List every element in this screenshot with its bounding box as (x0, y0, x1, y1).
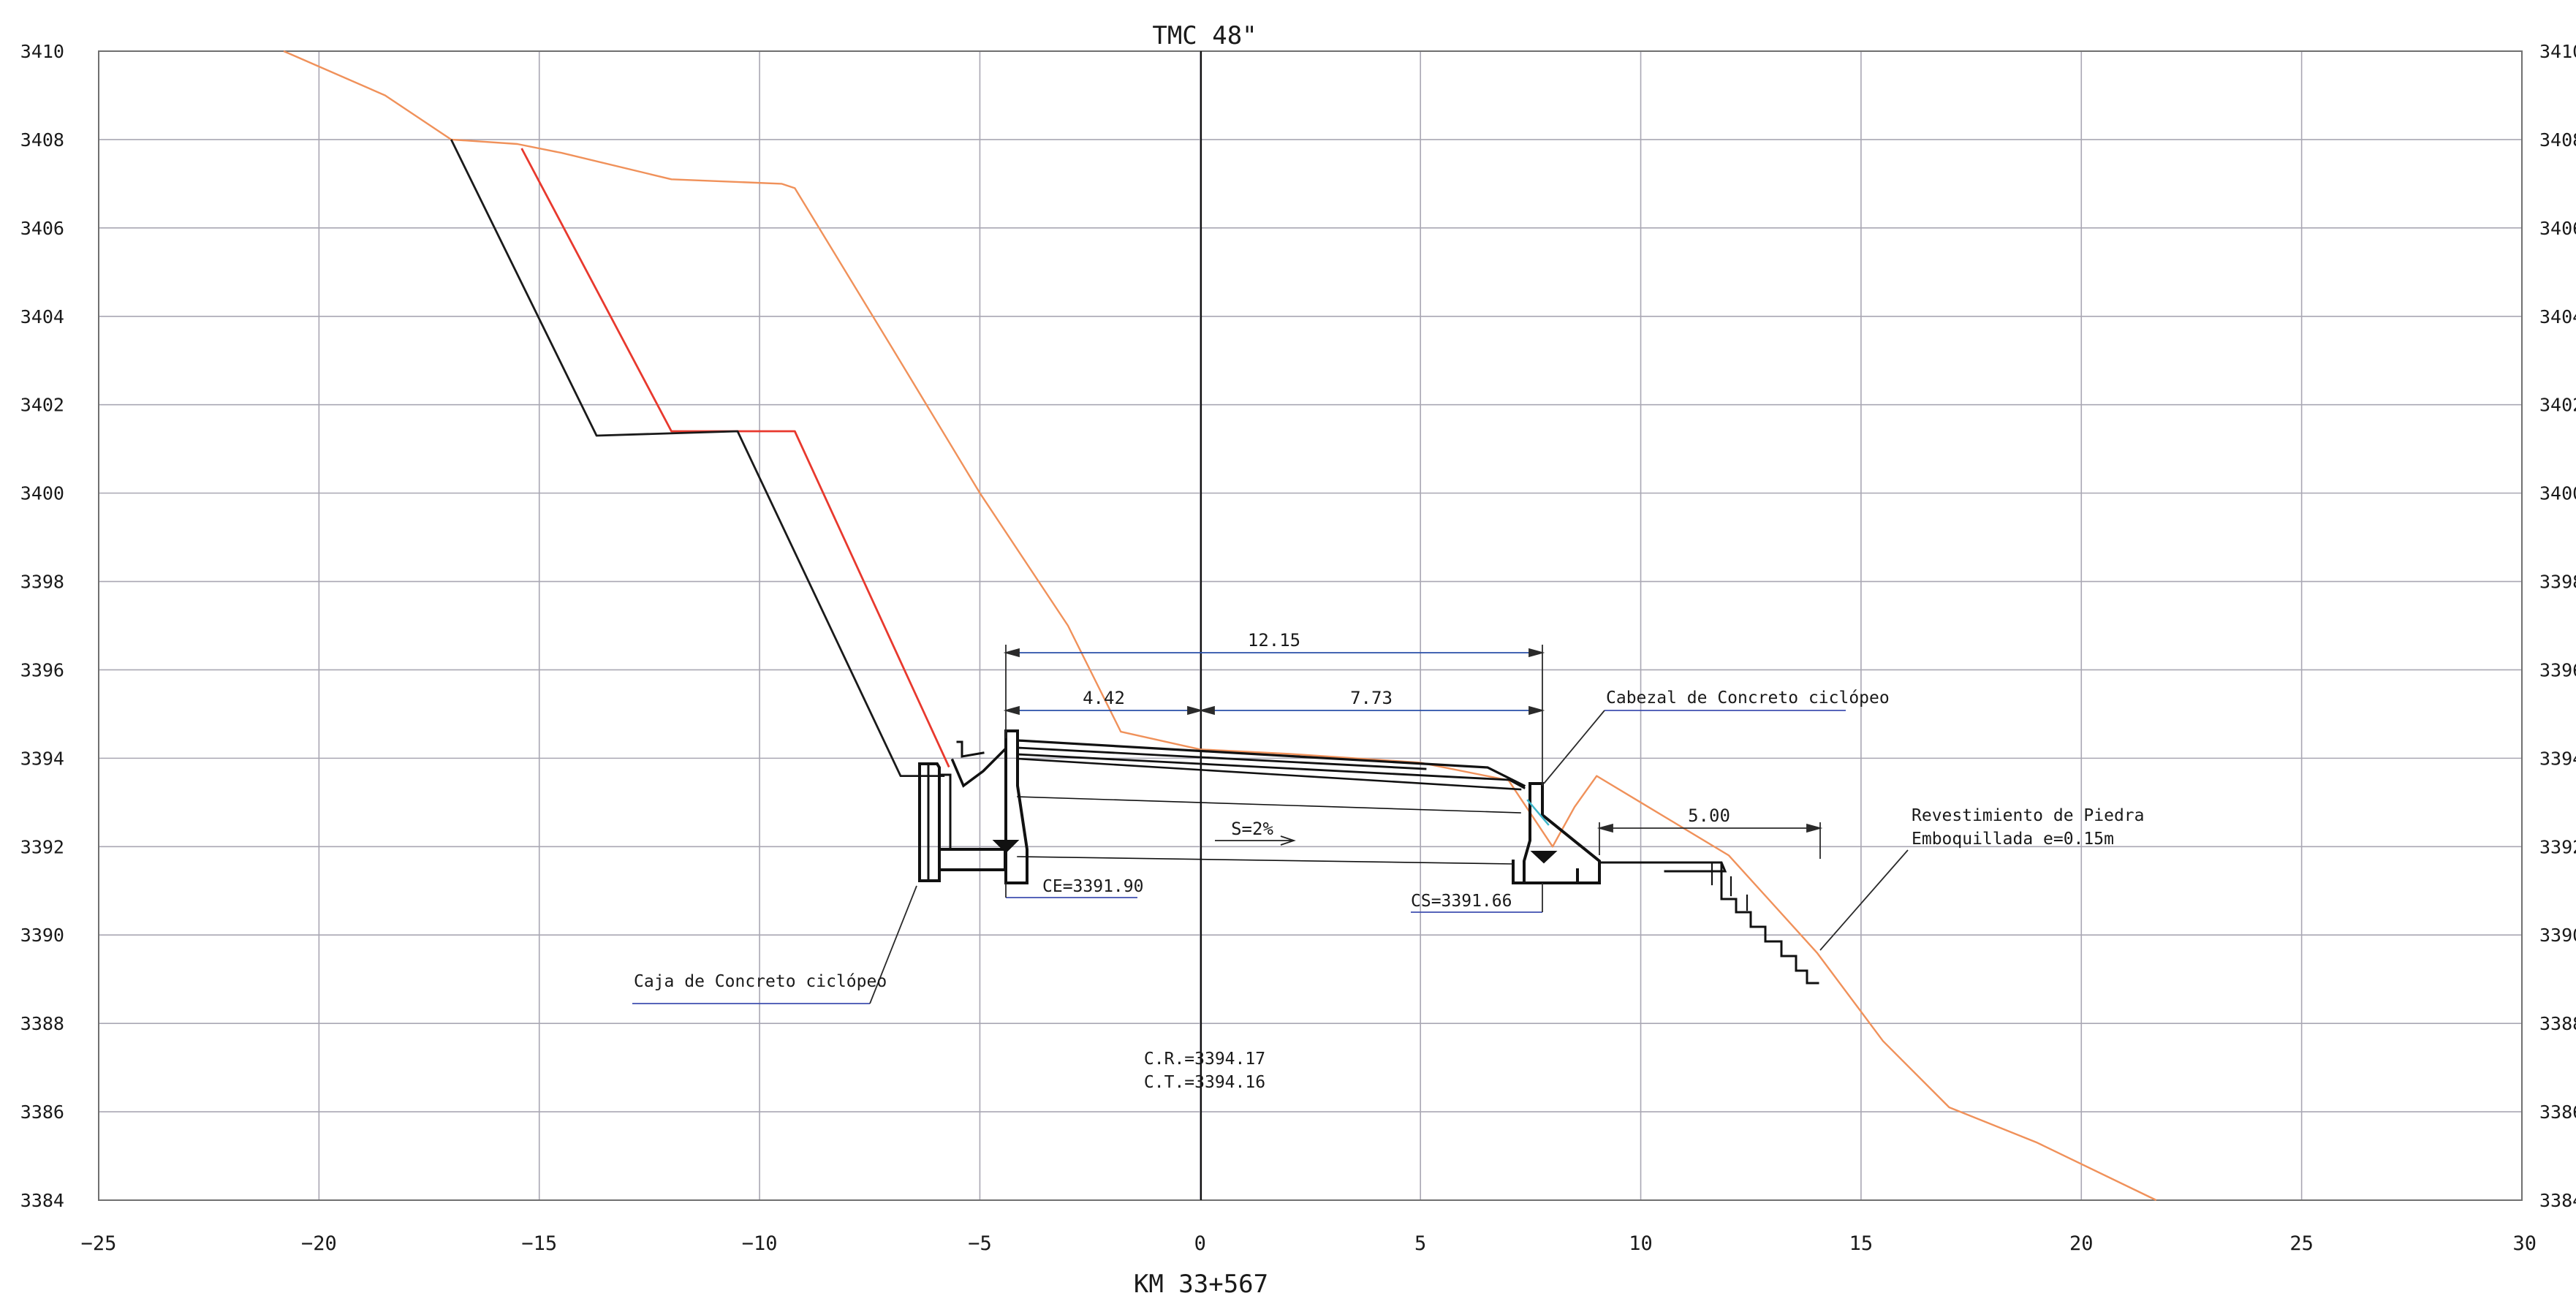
y-tick-label-right: 3404 (2539, 306, 2576, 327)
riprap-steps-inner (1711, 862, 1749, 911)
inlet-lip (956, 740, 985, 758)
inlet-box (918, 762, 941, 882)
black-cut-profile (450, 139, 945, 777)
y-tick-label-left: 3386 (20, 1101, 64, 1123)
y-tick-label-right: 3408 (2539, 129, 2576, 151)
inlet-wing (950, 747, 1007, 788)
riprap-steps (1720, 862, 1819, 985)
y-tick-label-right: 3406 (2539, 218, 2576, 239)
y-tick-label-left: 3400 (20, 483, 64, 504)
profiles (283, 50, 2157, 1202)
station-label: KM 33+567 (1134, 1270, 1268, 1299)
culvert-structure (918, 729, 1819, 985)
y-tick-label-left: 3410 (20, 41, 64, 62)
y-tick-label-left: 3396 (20, 659, 64, 680)
cabezal-label: Cabezal de Concreto ciclópeo (1606, 689, 1890, 708)
pipe-barrel-bottom (1016, 757, 1522, 791)
x-tick-label: 25 (2289, 1232, 2314, 1255)
y-tick-label-left: 3406 (20, 218, 64, 239)
caja-label: Caja de Concreto ciclópeo (634, 972, 887, 991)
pipe-barrel-top (1016, 739, 1526, 788)
annotation-leaders (632, 710, 1909, 1004)
dim-right: 7.73 (1350, 688, 1393, 708)
pipe-invert-line (1017, 856, 1514, 865)
y-tick-label-left: 3404 (20, 306, 64, 327)
x-tick-label: −25 (81, 1232, 117, 1255)
y-tick-label-right: 3410 (2539, 41, 2576, 62)
slope-label: S=2% (1231, 819, 1273, 839)
y-tick-label-left: 3384 (20, 1190, 64, 1211)
existing-terrain-line (283, 50, 2157, 1202)
x-tick-label: 0 (1194, 1232, 1206, 1255)
x-tick-label: 10 (1629, 1232, 1653, 1255)
ce-label: CE=3391.90 (1042, 877, 1143, 896)
y-tick-label-left: 3388 (20, 1013, 64, 1034)
y-axis-right: 3410 3408 3406 3404 3402 3400 3398 3396 3394 3392… (2539, 41, 2576, 1211)
y-tick-label-left: 3392 (20, 836, 64, 857)
outlet-apron (1512, 860, 1601, 884)
cs-label: CS=3391.66 (1411, 892, 1512, 911)
y-tick-label-right: 3390 (2539, 925, 2576, 946)
pipe-slope-line (1017, 796, 1521, 814)
y-tick-label-right: 3394 (2539, 748, 2576, 769)
dim-left: 4.42 (1083, 688, 1125, 708)
revestimiento-label: Revestimiento de Piedra (1912, 806, 2145, 825)
plot-frame (98, 50, 2523, 1201)
outlet-water-marker (1530, 851, 1558, 864)
outlet-wing-step (1598, 861, 1727, 873)
inlet-water-marker (992, 840, 1020, 854)
y-tick-label-right: 3396 (2539, 659, 2576, 680)
dimension-lines (1003, 645, 1823, 859)
y-tick-label-right: 3386 (2539, 1101, 2576, 1123)
inlet-box-side (927, 765, 952, 880)
y-tick-label-left: 3394 (20, 748, 64, 769)
outlet-cyan-mark (1526, 799, 1550, 826)
dim-riprap: 5.00 (1688, 805, 1730, 826)
y-tick-label-right: 3400 (2539, 483, 2576, 504)
x-tick-label: −5 (968, 1232, 992, 1255)
pipe-barrel-inner2 (1016, 753, 1526, 789)
x-tick-label: 5 (1414, 1232, 1426, 1255)
x-tick-label: −10 (742, 1232, 778, 1255)
x-tick-label: 20 (2069, 1232, 2094, 1255)
x-axis: −25 −20 −15 −10 −5 0 5 10 15 20 25 30 (81, 1232, 2537, 1255)
x-tick-label: −20 (301, 1232, 337, 1255)
y-tick-label-right: 3398 (2539, 572, 2576, 593)
y-tick-label-left: 3408 (20, 129, 64, 151)
x-tick-label: 15 (1849, 1232, 1874, 1255)
y-axis-left: 3410 3408 3406 3404 3402 3400 3398 3396 3394 3392… (20, 41, 64, 1211)
y-tick-label-left: 3402 (20, 395, 64, 416)
x-tick-label: −15 (521, 1232, 557, 1255)
y-tick-label-right: 3402 (2539, 395, 2576, 416)
x-tick-label: 30 (2512, 1232, 2537, 1255)
ct-label: C.T.=3394.16 (1144, 1073, 1265, 1092)
y-tick-label-left: 3390 (20, 925, 64, 946)
y-tick-label-right: 3384 (2539, 1190, 2576, 1211)
emboquillada-label: Emboquillada e=0.15m (1912, 830, 2114, 849)
cr-label: C.R.=3394.17 (1144, 1050, 1265, 1069)
section-title: TMC 48" (1152, 21, 1257, 50)
y-tick-label-right: 3388 (2539, 1013, 2576, 1034)
y-tick-label-left: 3398 (20, 572, 64, 593)
dim-total: 12.15 (1248, 630, 1300, 651)
pipe-barrel-inner1 (1016, 746, 1427, 770)
y-tick-label-right: 3392 (2539, 836, 2576, 857)
